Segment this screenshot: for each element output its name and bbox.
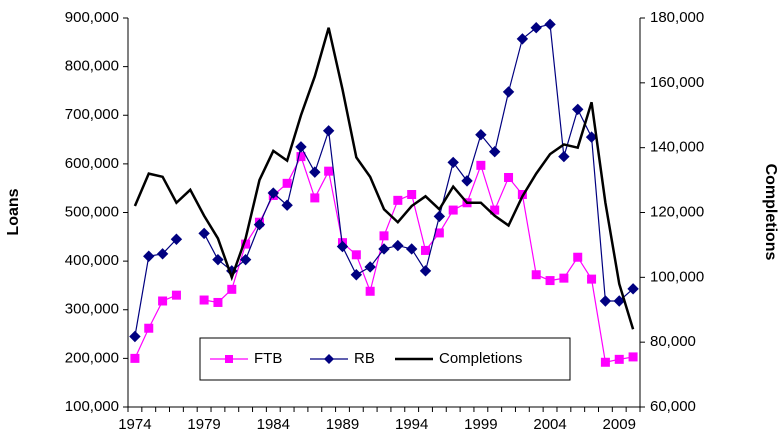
marker	[587, 274, 597, 284]
marker	[379, 231, 389, 241]
marker	[351, 250, 361, 260]
legend-marker	[324, 354, 334, 364]
legend-label: FTB	[254, 350, 282, 367]
marker	[599, 295, 612, 307]
marker	[488, 146, 501, 158]
marker	[613, 295, 625, 307]
y-tick-label: 600,000	[65, 155, 119, 172]
marker	[282, 178, 292, 188]
series-line	[134, 155, 634, 363]
marker	[531, 270, 541, 280]
marker	[296, 152, 306, 162]
y-axis-title: Loans	[5, 188, 22, 235]
y2-tick-label: 100,000	[650, 268, 704, 285]
legend-label: RB	[354, 350, 375, 367]
y-tick-label: 300,000	[65, 301, 119, 318]
marker	[295, 141, 307, 153]
marker	[253, 218, 266, 231]
marker	[213, 297, 223, 307]
y-tick-label: 800,000	[65, 58, 119, 75]
marker	[350, 269, 363, 281]
marker	[393, 195, 403, 205]
y-tick-label: 100,000	[65, 398, 119, 415]
marker	[433, 210, 446, 223]
series-line	[133, 27, 635, 330]
marker	[129, 330, 141, 343]
x-tick-label: 1999	[464, 416, 497, 433]
marker	[447, 156, 459, 169]
marker	[227, 284, 237, 294]
y2-tick-label: 160,000	[650, 74, 704, 91]
legend-marker	[225, 355, 233, 363]
legend-box	[199, 337, 571, 381]
legend-label: Completions	[439, 350, 522, 367]
x-tick-label: 2004	[533, 416, 566, 433]
marker	[239, 253, 252, 266]
marker	[212, 253, 224, 266]
y2-tick-label: 80,000	[650, 333, 696, 350]
marker	[170, 233, 183, 245]
marker	[378, 243, 390, 255]
marker	[365, 286, 375, 296]
marker	[600, 357, 610, 367]
marker	[448, 205, 458, 215]
marker	[144, 323, 154, 333]
marker	[614, 354, 624, 364]
marker	[322, 125, 335, 137]
y-tick-label: 700,000	[65, 106, 119, 123]
marker	[475, 128, 487, 141]
marker	[530, 22, 542, 34]
y2-axis-title: Completions	[762, 164, 779, 261]
marker	[559, 273, 569, 283]
marker	[405, 243, 418, 255]
marker	[572, 103, 584, 116]
y2-tick-label: 140,000	[650, 139, 704, 156]
marker	[461, 175, 473, 187]
marker	[628, 352, 638, 362]
y2-tick-label: 60,000	[650, 398, 696, 415]
marker	[407, 190, 417, 200]
marker	[198, 227, 210, 240]
marker	[434, 228, 444, 238]
marker	[504, 172, 514, 182]
marker	[130, 353, 140, 363]
marker	[476, 160, 486, 170]
x-tick-label: 1984	[257, 416, 290, 433]
marker	[156, 248, 169, 260]
x-tick-label: 1989	[326, 416, 359, 433]
x-tick-label: 1974	[118, 416, 151, 433]
marker	[336, 240, 349, 253]
marker	[419, 265, 432, 277]
y-tick-label: 200,000	[65, 349, 119, 366]
marker	[545, 276, 555, 286]
marker	[267, 187, 280, 199]
marker	[392, 239, 404, 252]
y2-tick-label: 180,000	[650, 9, 704, 26]
marker	[627, 283, 639, 295]
y-tick-label: 400,000	[65, 252, 119, 269]
marker	[516, 33, 529, 45]
marker	[421, 245, 431, 255]
marker	[199, 295, 209, 305]
marker	[324, 166, 334, 176]
y-tick-label: 500,000	[65, 203, 119, 220]
marker	[558, 150, 570, 163]
marker	[573, 252, 583, 262]
marker	[544, 18, 556, 31]
x-tick-label: 1994	[395, 416, 428, 433]
marker	[502, 86, 515, 98]
y2-tick-label: 120,000	[650, 203, 704, 220]
marker	[310, 193, 320, 203]
marker	[143, 250, 155, 262]
x-tick-label: 1979	[187, 416, 220, 433]
series-line	[134, 23, 634, 337]
marker	[171, 290, 181, 300]
marker	[158, 296, 168, 306]
x-tick-label: 2009	[603, 416, 636, 433]
marker	[364, 261, 376, 273]
marker	[281, 199, 293, 211]
marker	[309, 166, 321, 178]
y-tick-label: 900,000	[65, 9, 119, 26]
